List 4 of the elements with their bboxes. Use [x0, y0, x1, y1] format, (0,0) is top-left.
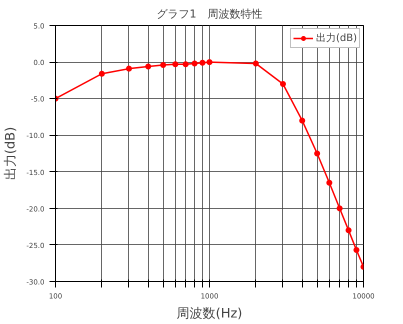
legend-label: 出力(dB) [316, 32, 357, 45]
x-axis-title: 周波数(Hz) [176, 306, 242, 322]
y-axis-title: 出力(dB) [3, 126, 18, 180]
chart-title: グラフ1 周波数特性 [156, 8, 262, 20]
